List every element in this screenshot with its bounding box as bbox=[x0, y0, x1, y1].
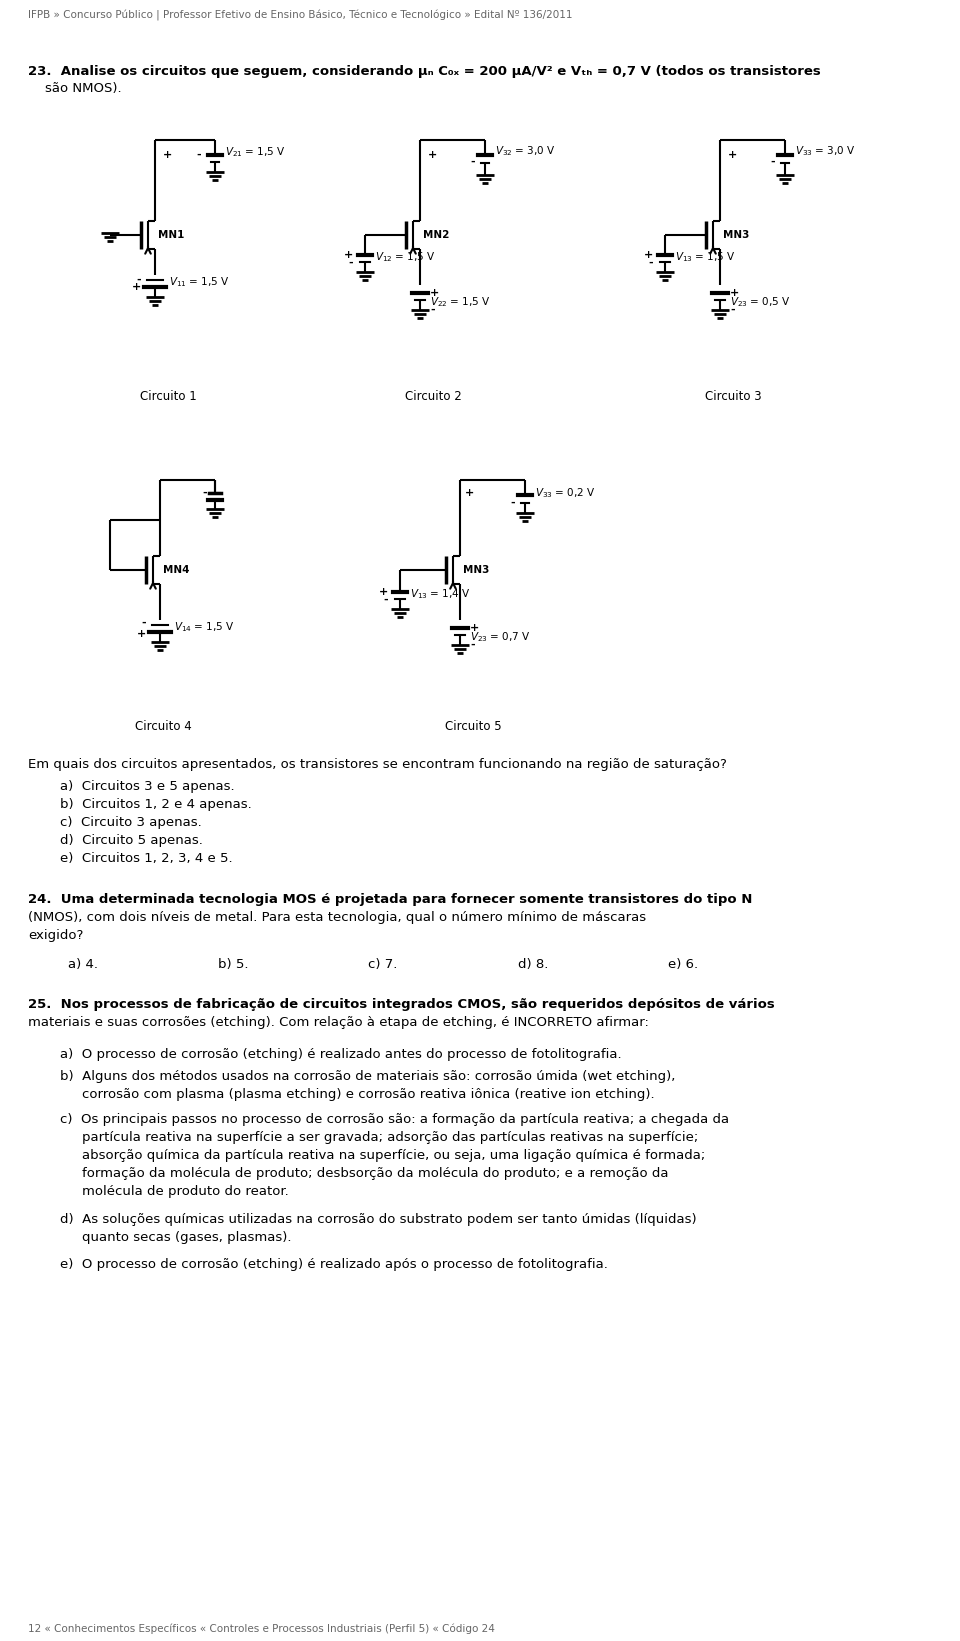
Text: +: + bbox=[728, 149, 737, 161]
Text: -: - bbox=[136, 276, 141, 286]
Text: 25.  Nos processos de fabricação de circuitos integrados CMOS, são requeridos de: 25. Nos processos de fabricação de circu… bbox=[28, 998, 775, 1011]
Text: c) 7.: c) 7. bbox=[368, 958, 397, 971]
Text: +: + bbox=[430, 289, 440, 299]
Text: molécula de produto do reator.: molécula de produto do reator. bbox=[82, 1185, 289, 1198]
Text: a)  O processo de corrosão (etching) é realizado antes do processo de fotolitogr: a) O processo de corrosão (etching) é re… bbox=[60, 1049, 622, 1062]
Text: $V_{21}$ = 1,5 V: $V_{21}$ = 1,5 V bbox=[225, 144, 286, 159]
Text: $V_{13}$ = 1,4 V: $V_{13}$ = 1,4 V bbox=[410, 587, 470, 601]
Text: corrosão com plasma (plasma etching) e corrosão reativa iônica (reative ion etch: corrosão com plasma (plasma etching) e c… bbox=[82, 1088, 655, 1101]
Text: $V_{22}$ = 1,5 V: $V_{22}$ = 1,5 V bbox=[430, 295, 491, 309]
Text: (NMOS), com dois níveis de metal. Para esta tecnologia, qual o número mínimo de : (NMOS), com dois níveis de metal. Para e… bbox=[28, 911, 646, 924]
Text: $V_{23}$ = 0,7 V: $V_{23}$ = 0,7 V bbox=[470, 630, 531, 643]
Text: -: - bbox=[511, 497, 515, 509]
Text: $V_{32}$ = 3,0 V: $V_{32}$ = 3,0 V bbox=[495, 144, 556, 158]
Text: d)  Circuito 5 apenas.: d) Circuito 5 apenas. bbox=[60, 834, 203, 847]
Text: MN3: MN3 bbox=[723, 230, 750, 240]
Text: +: + bbox=[428, 149, 437, 161]
Text: b) 5.: b) 5. bbox=[218, 958, 249, 971]
Text: -: - bbox=[348, 258, 353, 267]
Text: 12 « Conhecimentos Específicos « Controles e Processos Industriais (Perfil 5) « : 12 « Conhecimentos Específicos « Control… bbox=[28, 1623, 494, 1633]
Text: -: - bbox=[197, 149, 201, 161]
Text: b)  Alguns dos métodos usados na corrosão de materiais são: corrosão úmida (wet : b) Alguns dos métodos usados na corrosão… bbox=[60, 1070, 676, 1083]
Text: +: + bbox=[132, 282, 141, 292]
Text: e)  O processo de corrosão (etching) é realizado após o processo de fotolitograf: e) O processo de corrosão (etching) é re… bbox=[60, 1259, 608, 1272]
Text: Circuito 2: Circuito 2 bbox=[405, 391, 462, 404]
Text: quanto secas (gases, plasmas).: quanto secas (gases, plasmas). bbox=[82, 1231, 292, 1244]
Text: -: - bbox=[648, 258, 653, 267]
Text: -: - bbox=[430, 305, 435, 315]
Text: +: + bbox=[730, 289, 739, 299]
Text: Em quais dos circuitos apresentados, os transistores se encontram funcionando na: Em quais dos circuitos apresentados, os … bbox=[28, 758, 727, 771]
Text: -: - bbox=[770, 158, 775, 167]
Text: 24.  Uma determinada tecnologia MOS é projetada para fornecer somente transistor: 24. Uma determinada tecnologia MOS é pro… bbox=[28, 893, 753, 906]
Text: +: + bbox=[344, 249, 353, 259]
Text: c)  Circuito 3 apenas.: c) Circuito 3 apenas. bbox=[60, 816, 202, 829]
Text: MN2: MN2 bbox=[423, 230, 449, 240]
Text: d) 8.: d) 8. bbox=[518, 958, 548, 971]
Text: -: - bbox=[730, 305, 734, 315]
Text: -: - bbox=[470, 640, 474, 650]
Text: $V_{33}$ = 3,0 V: $V_{33}$ = 3,0 V bbox=[795, 144, 855, 158]
Text: c)  Os principais passos no processo de corrosão são: a formação da partícula re: c) Os principais passos no processo de c… bbox=[60, 1113, 730, 1126]
Text: $V_{11}$ = 1,5 V: $V_{11}$ = 1,5 V bbox=[169, 276, 229, 289]
Text: +: + bbox=[465, 487, 474, 497]
Text: formação da molécula de produto; desbsorção da molécula do produto; e a remoção : formação da molécula de produto; desbsor… bbox=[82, 1167, 668, 1180]
Text: +: + bbox=[136, 629, 146, 638]
Text: e)  Circuitos 1, 2, 3, 4 e 5.: e) Circuitos 1, 2, 3, 4 e 5. bbox=[60, 852, 232, 865]
Text: $V_{13}$ = 1,5 V: $V_{13}$ = 1,5 V bbox=[675, 249, 735, 264]
Text: a)  Circuitos 3 e 5 apenas.: a) Circuitos 3 e 5 apenas. bbox=[60, 779, 234, 793]
Text: -: - bbox=[383, 596, 388, 606]
Text: Circuito 1: Circuito 1 bbox=[140, 391, 197, 404]
Text: +: + bbox=[470, 624, 479, 633]
Text: $V_{14}$ = 1,5 V: $V_{14}$ = 1,5 V bbox=[174, 620, 235, 633]
Text: MN3: MN3 bbox=[463, 565, 490, 574]
Text: partícula reativa na superfície a ser gravada; adsorção das partículas reativas : partícula reativa na superfície a ser gr… bbox=[82, 1131, 698, 1144]
Text: +: + bbox=[163, 149, 172, 161]
Text: b)  Circuitos 1, 2 e 4 apenas.: b) Circuitos 1, 2 e 4 apenas. bbox=[60, 798, 252, 811]
Text: +: + bbox=[379, 587, 388, 597]
Text: -: - bbox=[203, 487, 207, 497]
Text: exigido?: exigido? bbox=[28, 929, 84, 942]
Text: $V_{12}$ = 1,5 V: $V_{12}$ = 1,5 V bbox=[375, 249, 436, 264]
Text: absorção química da partícula reativa na superfície, ou seja, uma ligação químic: absorção química da partícula reativa na… bbox=[82, 1149, 706, 1162]
Text: Circuito 3: Circuito 3 bbox=[705, 391, 761, 404]
Text: Circuito 4: Circuito 4 bbox=[135, 720, 192, 734]
Text: d)  As soluções químicas utilizadas na corrosão do substrato podem ser tanto úmi: d) As soluções químicas utilizadas na co… bbox=[60, 1213, 697, 1226]
Text: a) 4.: a) 4. bbox=[68, 958, 98, 971]
Text: materiais e suas corrosões (etching). Com relação à etapa de etching, é INCORRET: materiais e suas corrosões (etching). Co… bbox=[28, 1016, 649, 1029]
Text: MN4: MN4 bbox=[163, 565, 189, 574]
Text: e) 6.: e) 6. bbox=[668, 958, 698, 971]
Text: $V_{23}$ = 0,5 V: $V_{23}$ = 0,5 V bbox=[730, 295, 791, 309]
Text: são NMOS).: são NMOS). bbox=[28, 82, 122, 95]
Text: +: + bbox=[644, 249, 653, 259]
Text: -: - bbox=[470, 158, 475, 167]
Text: MN1: MN1 bbox=[158, 230, 184, 240]
Text: Circuito 5: Circuito 5 bbox=[445, 720, 502, 734]
Text: $V_{33}$ = 0,2 V: $V_{33}$ = 0,2 V bbox=[535, 486, 596, 501]
Text: 23.  Analise os circuitos que seguem, considerando μₙ C₀ₓ = 200 μA/V² e Vₜₕ = 0,: 23. Analise os circuitos que seguem, con… bbox=[28, 66, 821, 79]
Text: IFPB » Concurso Público | Professor Efetivo de Ensino Básico, Técnico e Tecnológ: IFPB » Concurso Público | Professor Efet… bbox=[28, 10, 572, 21]
Text: -: - bbox=[141, 619, 146, 629]
